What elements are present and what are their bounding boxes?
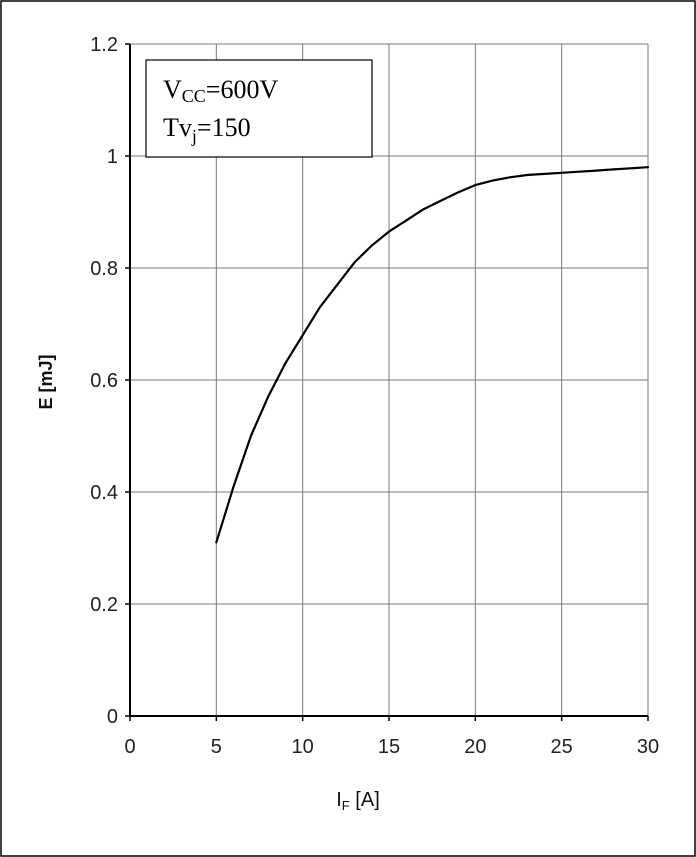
y-tick-label: 1 [107, 146, 118, 168]
annotation-line-1: VCC=600V [163, 75, 278, 106]
y-tick-label: 0.4 [90, 482, 118, 504]
x-tick-label: 30 [637, 736, 659, 758]
annotation-frame [145, 59, 373, 158]
annotation-line-2: Tvj=150 [163, 113, 251, 146]
y-tick-label: 0.8 [90, 258, 118, 280]
y-tick-label: 0.2 [90, 594, 118, 616]
x-tick-label: 20 [464, 736, 486, 758]
y-axis-label: E [mJ] [36, 354, 56, 409]
y-tick-label: 1.2 [90, 34, 118, 56]
x-tick-label: 15 [378, 736, 400, 758]
x-tick-label: 5 [211, 736, 222, 758]
axes [125, 43, 649, 721]
y-tick-label: 0.6 [90, 370, 118, 392]
y-tick-label: 0 [107, 706, 118, 728]
series-group [215, 166, 650, 544]
annotation-box: VCC=600V Tvj=150 [145, 59, 373, 158]
x-axis-label: IF [A] [336, 789, 380, 813]
series-line [215, 166, 650, 544]
x-tick-label: 10 [292, 736, 314, 758]
x-tick-label: 25 [551, 736, 573, 758]
x-tick-labels: 0 5 10 15 20 25 30 [124, 736, 659, 758]
grid [129, 43, 649, 717]
y-tick-labels: 0 0.2 0.4 0.6 0.8 1 1.2 [90, 34, 118, 728]
x-tick-label: 0 [124, 736, 135, 758]
